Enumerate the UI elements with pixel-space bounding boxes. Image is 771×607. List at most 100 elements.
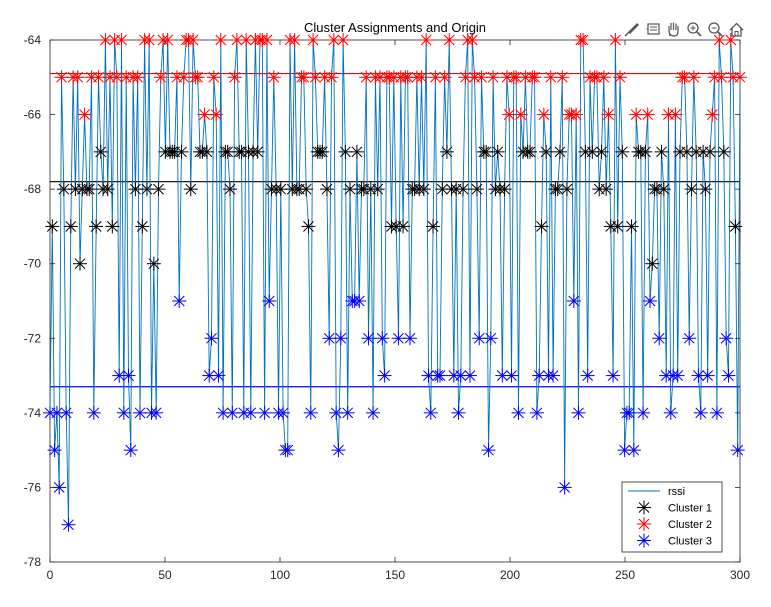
cluster-marker [213, 33, 228, 47]
cluster-marker [190, 70, 205, 85]
cluster-marker [153, 70, 168, 85]
cluster-marker [329, 405, 344, 420]
cluster-marker [243, 405, 258, 420]
cluster-marker [546, 368, 561, 383]
legend-label: Cluster 1 [668, 503, 712, 515]
cluster-marker [142, 33, 157, 47]
pan-button[interactable] [664, 20, 683, 39]
x-tick-label: 50 [158, 568, 172, 582]
cluster-marker [529, 405, 544, 420]
cluster-marker [331, 443, 346, 458]
cluster-marker [626, 443, 641, 458]
cluster-marker [426, 219, 441, 234]
cluster-marker [45, 219, 60, 234]
cluster-marker [643, 294, 657, 308]
cluster-marker [239, 33, 254, 47]
cluster-marker [709, 405, 724, 420]
cluster-marker [622, 405, 637, 420]
cluster-marker [403, 331, 417, 346]
cluster-marker [419, 33, 434, 47]
y-tick-label: -64 [24, 33, 42, 47]
cluster-marker [543, 70, 558, 85]
cluster-marker [610, 219, 625, 234]
cluster-marker [686, 70, 701, 85]
cluster-marker [645, 256, 660, 271]
cluster-marker [700, 368, 715, 383]
cluster-marker [716, 144, 731, 159]
cluster-marker [705, 107, 720, 122]
cluster-marker [693, 405, 708, 420]
cluster-marker [670, 368, 685, 383]
cluster-marker [375, 331, 390, 346]
cluster-marker [276, 405, 291, 420]
cluster-marker [677, 70, 692, 85]
cluster-marker [656, 182, 671, 197]
cluster-marker [338, 144, 353, 159]
cluster-marker [172, 294, 187, 308]
x-tick-label: 100 [270, 568, 290, 582]
cluster-marker [624, 219, 639, 234]
cluster-marker [594, 144, 609, 159]
cluster-marker [63, 219, 78, 234]
cluster-marker [698, 182, 713, 197]
datatip-button[interactable] [643, 20, 662, 39]
y-tick-label: -70 [24, 257, 42, 271]
cluster-marker [414, 70, 429, 85]
cluster-marker [186, 33, 201, 47]
cluster-marker [209, 107, 224, 122]
cluster-marker [149, 405, 164, 420]
cluster-marker [638, 144, 653, 159]
cluster-marker [352, 294, 367, 308]
legend-marker [637, 500, 651, 515]
x-tick-label: 0 [47, 568, 54, 582]
cluster-marker [703, 144, 717, 159]
cluster-marker [474, 70, 489, 85]
cluster-marker [576, 33, 591, 47]
cluster-marker [105, 219, 120, 234]
cluster-marker [93, 144, 108, 159]
cluster-marker [719, 331, 734, 346]
cluster-marker [324, 70, 339, 85]
cluster-marker [557, 480, 572, 495]
cluster-marker [130, 70, 145, 85]
zoom-out-icon [708, 21, 723, 37]
cluster-marker [728, 219, 743, 234]
cluster-marker [123, 443, 138, 458]
cluster-marker [550, 182, 565, 197]
cluster-marker [416, 182, 431, 197]
cluster-marker [160, 33, 175, 47]
cluster-marker [613, 70, 627, 85]
cluster-marker [370, 182, 385, 197]
brush-button[interactable] [622, 20, 641, 39]
home-button[interactable] [727, 20, 746, 39]
cluster-marker [663, 405, 678, 420]
zoom-out-button[interactable] [706, 20, 725, 39]
cluster-marker [336, 33, 351, 47]
cluster-marker [301, 219, 316, 234]
cluster-marker [47, 443, 62, 458]
cluster-marker [303, 405, 318, 420]
cluster-marker [730, 443, 745, 458]
cluster-marker [451, 405, 466, 420]
y-tick-label: -74 [24, 406, 42, 420]
cluster-marker [259, 33, 274, 47]
cluster-markers [43, 33, 747, 532]
cluster-marker [465, 33, 480, 47]
cluster-marker [523, 144, 537, 159]
cluster-marker [654, 144, 669, 159]
cluster-marker [596, 70, 611, 85]
y-tick-label: -78 [24, 555, 42, 569]
cluster-marker [183, 182, 198, 197]
cluster-marker [343, 182, 357, 197]
cluster-marker [257, 405, 272, 420]
cluster-marker [377, 368, 392, 383]
zoom-in-button[interactable] [685, 20, 704, 39]
cluster-marker [511, 405, 526, 420]
cluster-marker [615, 144, 630, 159]
cluster-marker [421, 368, 436, 383]
cluster-marker [262, 294, 277, 308]
home-icon [729, 22, 744, 37]
cluster-marker [456, 182, 471, 197]
cluster-marker [70, 70, 85, 85]
